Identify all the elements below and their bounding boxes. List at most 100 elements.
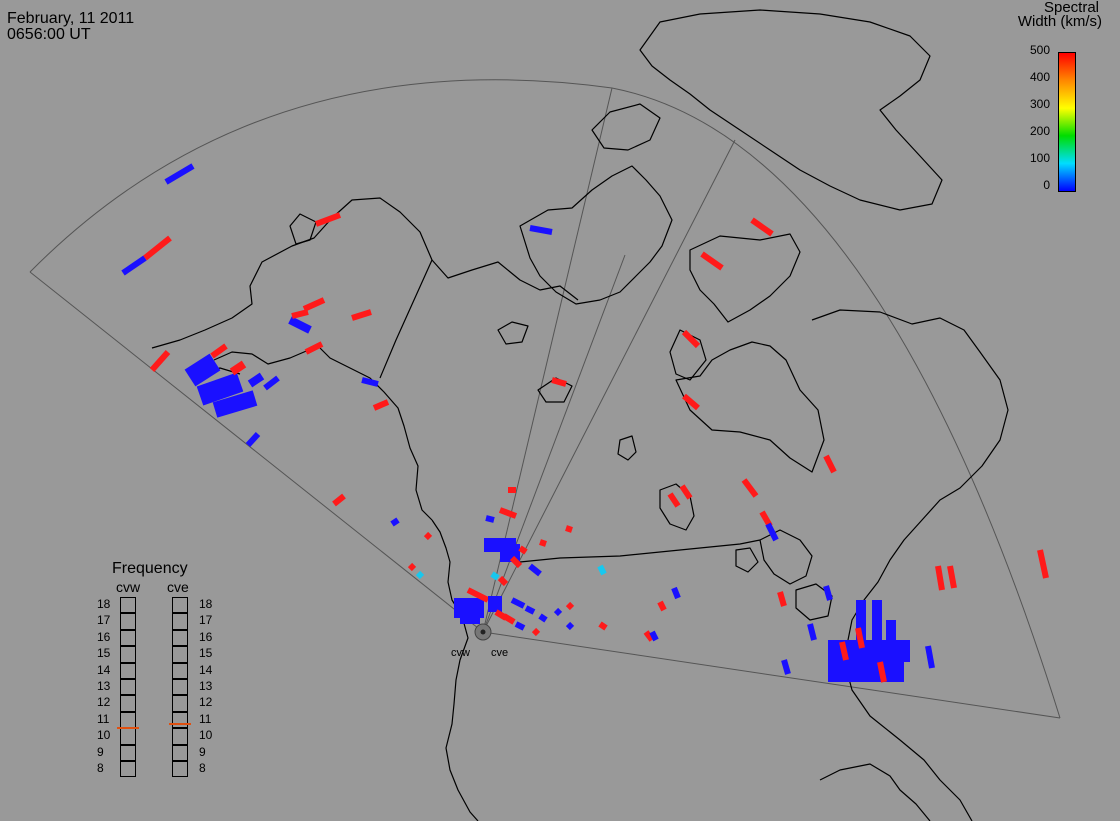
echo-cell bbox=[750, 217, 774, 237]
echo-cell bbox=[872, 600, 882, 650]
frequency-cell bbox=[172, 597, 188, 614]
echo-cell bbox=[828, 660, 904, 682]
echo-cell bbox=[700, 251, 724, 271]
frequency-scale-label: 10 bbox=[97, 728, 111, 743]
frequency-scale-label: 9 bbox=[97, 744, 104, 759]
echo-cell bbox=[781, 659, 791, 675]
echo-cell bbox=[597, 564, 607, 576]
frequency-cell bbox=[120, 662, 136, 679]
echo-cell bbox=[361, 377, 379, 387]
echo-cell bbox=[531, 627, 541, 637]
frequency-radar-cvw: cvw bbox=[116, 579, 141, 595]
echo-cell bbox=[539, 539, 547, 547]
frequency-scale-label: 12 bbox=[199, 695, 213, 710]
echo-cell bbox=[681, 329, 701, 349]
echo-cell bbox=[304, 341, 324, 355]
echo-cell bbox=[229, 360, 247, 376]
echo-cell bbox=[212, 390, 258, 418]
frequency-cell bbox=[120, 597, 136, 614]
echo-cell bbox=[407, 562, 417, 572]
echo-cell bbox=[528, 563, 542, 577]
echo-cell bbox=[498, 507, 518, 519]
coastlines bbox=[151, 9, 1009, 821]
colorbar-tick-label: 500 bbox=[1029, 43, 1050, 57]
echo-cell bbox=[947, 565, 957, 589]
echo-cell bbox=[855, 627, 865, 649]
frequency-scale-label: 16 bbox=[97, 629, 111, 644]
frequency-cell bbox=[120, 646, 136, 663]
frequency-scale-label: 14 bbox=[97, 662, 111, 677]
echo-cell bbox=[121, 255, 147, 276]
echo-cell bbox=[807, 623, 817, 641]
frequency-scale-label: 15 bbox=[199, 646, 213, 661]
echo-cell bbox=[288, 316, 312, 334]
frequency-cell bbox=[120, 761, 136, 778]
echo-cell bbox=[877, 661, 887, 683]
echo-cell bbox=[935, 565, 945, 591]
frequency-cell bbox=[172, 744, 188, 761]
echo-cells bbox=[121, 163, 1049, 683]
site-label-cve: cve bbox=[491, 647, 509, 659]
frequency-scale-label: 18 bbox=[97, 597, 111, 611]
colorbar-tick-label: 400 bbox=[1029, 70, 1050, 84]
colorbar-title-line1: Spectral bbox=[1043, 0, 1099, 16]
echo-cell bbox=[196, 372, 244, 406]
radar-site-center bbox=[480, 629, 486, 635]
echo-cell bbox=[514, 621, 526, 631]
echo-cell bbox=[598, 621, 608, 631]
frequency-cell bbox=[120, 728, 136, 745]
echo-cell bbox=[415, 570, 425, 580]
frequency-scale-label: 8 bbox=[97, 761, 104, 775]
echo-cell bbox=[643, 630, 655, 642]
frequency-scale-label: 8 bbox=[199, 761, 206, 775]
frequency-scale-label: 17 bbox=[199, 613, 213, 628]
frequency-cell bbox=[120, 744, 136, 761]
echo-cell bbox=[245, 431, 261, 448]
frequency-cell bbox=[120, 613, 136, 630]
frequency-marker bbox=[117, 726, 139, 729]
echo-cell bbox=[332, 493, 346, 507]
frequency-scale-label: 10 bbox=[199, 728, 213, 743]
echo-cell bbox=[423, 531, 433, 541]
echo-cell bbox=[460, 612, 480, 624]
colorbar-tick-label: 300 bbox=[1029, 97, 1050, 111]
frequency-cell bbox=[172, 711, 188, 729]
colorbar-title-line2: Width (km/s) bbox=[1017, 13, 1102, 30]
frequency-cell bbox=[172, 613, 188, 630]
echo-cell bbox=[839, 641, 849, 661]
frequency-scale-label: 16 bbox=[199, 629, 213, 644]
echo-cell bbox=[247, 372, 265, 388]
echo-cell bbox=[538, 613, 548, 623]
frequency-cell bbox=[172, 728, 188, 745]
echo-cell bbox=[466, 587, 490, 603]
echo-cell bbox=[553, 607, 563, 617]
echo-cell bbox=[509, 555, 523, 569]
frequency-scale-label: 15 bbox=[97, 646, 111, 661]
echo-cell bbox=[823, 585, 833, 601]
frequency-scale-label: 12 bbox=[97, 695, 111, 710]
radar-sites bbox=[474, 623, 492, 641]
echo-cell bbox=[886, 620, 896, 660]
colorbar-gradient bbox=[1058, 52, 1076, 192]
echo-cell bbox=[667, 492, 681, 508]
echo-cell bbox=[485, 515, 495, 523]
frequency-scale-label: 11 bbox=[199, 711, 212, 726]
echo-cell bbox=[263, 375, 280, 391]
frequency-cell bbox=[120, 629, 136, 647]
echo-cell bbox=[649, 630, 659, 642]
echo-cell bbox=[565, 621, 575, 631]
echo-cell bbox=[314, 212, 342, 227]
colorbar-tick-label: 200 bbox=[1029, 124, 1050, 138]
echo-cell bbox=[164, 163, 195, 185]
frequency-cell bbox=[172, 761, 188, 778]
frequency-cell bbox=[172, 629, 188, 647]
echo-cell bbox=[390, 517, 400, 527]
colorbar-tick-label: 100 bbox=[1029, 151, 1050, 165]
echo-cell bbox=[657, 600, 667, 612]
frequency-scale-label: 13 bbox=[199, 679, 213, 693]
frequency-cell bbox=[172, 695, 188, 712]
echo-cell bbox=[671, 586, 681, 600]
echo-cell bbox=[524, 605, 536, 615]
